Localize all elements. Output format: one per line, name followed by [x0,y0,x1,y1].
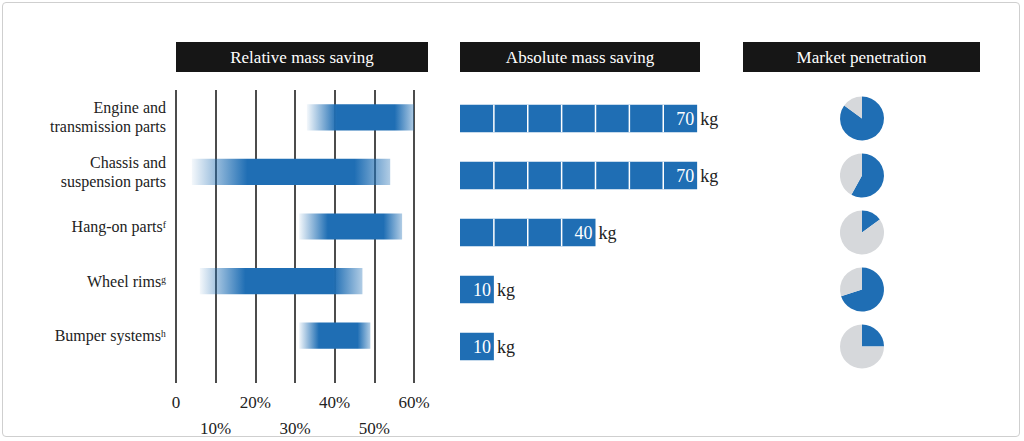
svg-text:0: 0 [172,393,181,412]
svg-text:kg: kg [700,166,718,186]
svg-text:Hang-on partsᶠ: Hang-on partsᶠ [72,218,167,236]
svg-text:transmission parts: transmission parts [50,118,166,136]
svg-text:kg: kg [497,280,515,300]
svg-text:40%: 40% [319,393,350,412]
svg-text:Market penetration: Market penetration [797,48,927,67]
svg-text:Chassis and: Chassis and [90,154,166,171]
svg-text:Bumper systemsʰ: Bumper systemsʰ [55,327,166,345]
svg-text:40: 40 [575,223,593,243]
svg-text:Engine and: Engine and [94,99,166,117]
svg-text:kg: kg [497,337,515,357]
svg-text:Wheel rimsᵍ: Wheel rimsᵍ [87,273,166,290]
svg-text:20%: 20% [240,393,271,412]
svg-text:suspension parts: suspension parts [61,173,166,191]
svg-text:70: 70 [676,109,694,129]
svg-text:70: 70 [676,166,694,186]
svg-text:Relative mass saving: Relative mass saving [230,48,374,67]
svg-text:Absolute mass saving: Absolute mass saving [506,48,655,67]
svg-text:10%: 10% [200,419,231,438]
svg-text:kg: kg [599,223,617,243]
svg-text:10: 10 [473,280,491,300]
svg-text:50%: 50% [359,419,390,438]
svg-text:kg: kg [700,109,718,129]
svg-text:10: 10 [473,337,491,357]
svg-text:30%: 30% [279,419,310,438]
svg-text:60%: 60% [398,393,429,412]
